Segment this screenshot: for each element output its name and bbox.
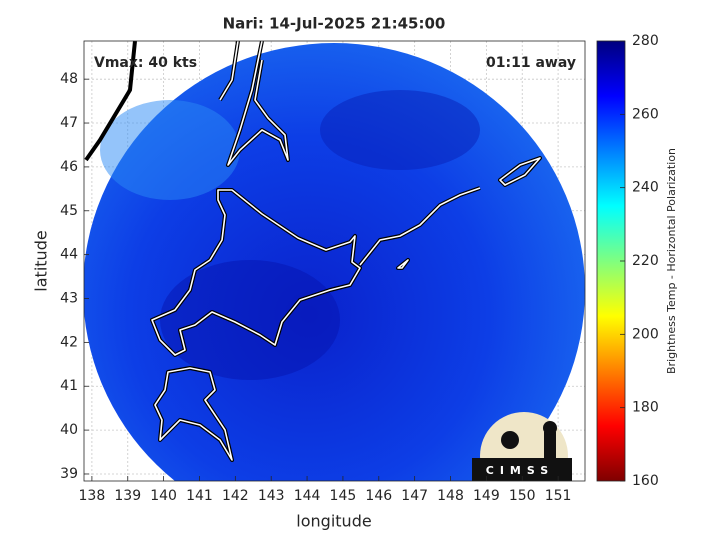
x-tick-label: 145: [330, 488, 357, 504]
coastlines: [84, 41, 542, 462]
colorbar-tick-label: 220: [632, 253, 659, 269]
x-tick-label: 141: [186, 488, 213, 504]
cold-patch: [320, 90, 480, 170]
y-tick-label: 46: [60, 159, 78, 175]
chart-title: Nari: 14-Jul-2025 21:45:00: [223, 15, 446, 33]
colorbar-tick-label: 180: [632, 400, 659, 416]
y-tick-label: 39: [60, 466, 78, 482]
colorbar-tick-label: 160: [632, 473, 659, 489]
axes-box: [83, 40, 586, 482]
y-axis-label: latitude: [32, 230, 51, 291]
x-tick-label: 147: [401, 488, 428, 504]
y-tick-label: 47: [60, 115, 78, 131]
logo-text: CIMSS: [486, 464, 554, 477]
satellite-image: CIMSS: [84, 41, 585, 481]
annotation: Vmax: 40 kts: [94, 55, 197, 71]
x-tick-label: 146: [365, 488, 392, 504]
x-tick-label: 150: [509, 488, 536, 504]
annotation: 01:11 away: [486, 55, 576, 71]
x-tick-label: 138: [79, 488, 106, 504]
y-tick-label: 41: [60, 378, 78, 394]
cold-patch: [160, 260, 340, 380]
colorbar-tick-label: 240: [632, 180, 659, 196]
x-tick-label: 148: [437, 488, 464, 504]
x-axis-label: longitude: [296, 512, 371, 531]
x-tick-label: 143: [258, 488, 285, 504]
colorbar-tick-label: 260: [632, 106, 659, 122]
colorbar-tick-label: 200: [632, 326, 659, 342]
x-tick-label: 139: [114, 488, 141, 504]
y-tick-label: 48: [60, 71, 78, 87]
colorbar-label: Brightness Temp - Horizontal Polarizatio…: [665, 148, 678, 374]
y-tick-label: 42: [60, 334, 78, 350]
x-tick-label: 140: [150, 488, 177, 504]
x-tick-label: 144: [294, 488, 321, 504]
y-tick-label: 44: [60, 247, 78, 263]
y-tick-label: 43: [60, 291, 78, 307]
x-tick-label: 142: [222, 488, 249, 504]
y-tick-label: 40: [60, 422, 78, 438]
colorbar-tick-label: 280: [632, 33, 659, 49]
warm-patch: [100, 100, 240, 200]
x-tick-label: 149: [473, 488, 500, 504]
logo: CIMSS: [472, 412, 572, 481]
x-tick-label: 151: [545, 488, 572, 504]
y-tick-label: 45: [60, 203, 78, 219]
